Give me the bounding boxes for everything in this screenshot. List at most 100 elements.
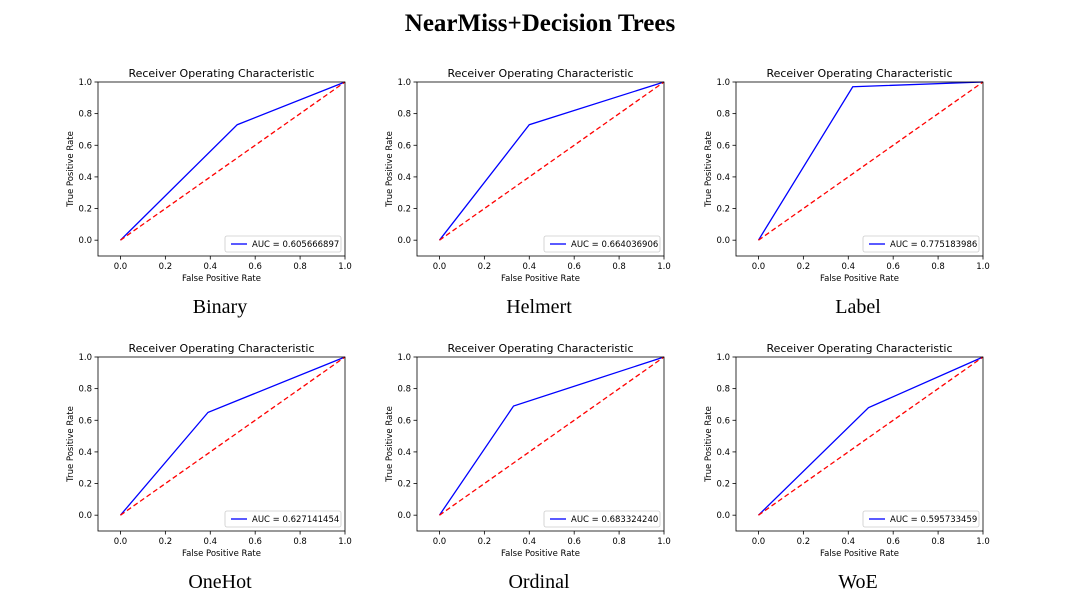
y-axis-label: True Positive Rate — [66, 406, 76, 483]
y-tick-label: 0.0 — [397, 511, 411, 521]
legend: AUC = 0.605666897 — [224, 235, 342, 253]
y-tick-label: 1.0 — [716, 78, 730, 88]
x-tick-label: 1.0 — [338, 262, 352, 272]
x-tick-label: 0.0 — [433, 537, 447, 547]
chart-caption: WoE — [838, 571, 878, 593]
x-axis-label: False Positive Rate — [820, 549, 899, 559]
chance-diagonal-line — [758, 356, 984, 516]
y-tick-label: 0.0 — [716, 511, 730, 521]
roc-chart-binary: Receiver Operating Characteristic 0.0 0.2 0… — [66, 67, 352, 284]
x-tick-label: 0.6 — [567, 537, 581, 547]
x-tick-label: 0.6 — [886, 537, 900, 547]
chance-diagonal-line — [120, 356, 346, 516]
y-tick-label: 0.4 — [78, 448, 92, 458]
y-tick-label: 0.6 — [397, 416, 411, 426]
roc-panel-helmert: Receiver Operating Characteristic 0.0 0.2 0… — [379, 64, 699, 324]
x-tick-label: 0.4 — [204, 262, 218, 272]
roc-chart-helmert: Receiver Operating Characteristic 0.0 0.2 0… — [385, 67, 671, 284]
legend-label: AUC = 0.595733459 — [890, 515, 977, 525]
roc-chart-onehot: Receiver Operating Characteristic 0.0 0.2 0… — [66, 342, 352, 559]
x-tick-label: 1.0 — [657, 537, 671, 547]
y-tick-label: 1.0 — [78, 353, 92, 363]
legend: AUC = 0.683324240 — [543, 510, 661, 528]
legend-box — [543, 510, 661, 528]
legend-label: AUC = 0.683324240 — [571, 515, 658, 525]
chance-diagonal-line — [120, 81, 346, 241]
chart-title: Receiver Operating Characteristic — [447, 67, 633, 80]
chart-caption: Ordinal — [508, 571, 570, 593]
roc-panel-ordinal: Receiver Operating Characteristic 0.0 0.2 0… — [379, 339, 699, 599]
x-tick-label: 0.4 — [523, 537, 537, 547]
y-tick-label: 0.0 — [716, 236, 730, 246]
roc-chart-ordinal: Receiver Operating Characteristic 0.0 0.2 0… — [385, 342, 671, 559]
y-tick-label: 1.0 — [78, 78, 92, 88]
chart-title: Receiver Operating Characteristic — [447, 342, 633, 355]
plot-frame — [416, 81, 665, 257]
x-tick-label: 1.0 — [657, 262, 671, 272]
legend-box — [862, 235, 980, 253]
x-axis-label: False Positive Rate — [182, 549, 261, 559]
y-tick-label: 0.2 — [397, 205, 411, 215]
y-tick-label: 0.2 — [716, 205, 730, 215]
roc-panel-onehot: Receiver Operating Characteristic 0.0 0.2 0… — [60, 339, 380, 599]
roc-curve-line — [119, 356, 346, 516]
y-axis-label: True Positive Rate — [704, 406, 714, 483]
y-tick-label: 0.4 — [78, 173, 92, 183]
y-tick-label: 0.8 — [78, 110, 92, 120]
chart-title: Receiver Operating Characteristic — [766, 342, 952, 355]
y-tick-label: 1.0 — [716, 353, 730, 363]
chart-caption: OneHot — [188, 571, 252, 593]
roc-chart-label: Receiver Operating Characteristic 0.0 0.2 0… — [704, 67, 990, 284]
x-tick-label: 0.6 — [567, 262, 581, 272]
roc-curve-line — [757, 356, 984, 516]
legend-box — [224, 510, 342, 528]
x-tick-label: 1.0 — [338, 537, 352, 547]
legend-box — [543, 235, 661, 253]
legend-label: AUC = 0.664036906 — [571, 240, 658, 250]
y-axis-label: True Positive Rate — [704, 131, 714, 208]
y-tick-label: 0.0 — [397, 236, 411, 246]
y-tick-label: 0.8 — [716, 385, 730, 395]
x-tick-label: 0.0 — [752, 262, 766, 272]
x-tick-label: 0.8 — [293, 262, 307, 272]
x-tick-label: 1.0 — [976, 262, 990, 272]
y-tick-label: 0.4 — [716, 173, 730, 183]
y-tick-label: 0.8 — [397, 385, 411, 395]
x-tick-label: 0.6 — [248, 262, 262, 272]
x-tick-label: 0.4 — [842, 262, 856, 272]
y-tick-label: 0.2 — [397, 480, 411, 490]
y-tick-label: 1.0 — [397, 353, 411, 363]
chart-title: Receiver Operating Characteristic — [128, 342, 314, 355]
roc-curve-line — [757, 81, 984, 241]
legend-box — [862, 510, 980, 528]
roc-chart-woe: Receiver Operating Characteristic 0.0 0.2 0… — [704, 342, 990, 559]
plot-frame — [735, 81, 984, 257]
y-tick-label: 0.6 — [397, 141, 411, 151]
chance-diagonal-line — [439, 356, 665, 516]
y-tick-label: 0.2 — [716, 480, 730, 490]
chance-diagonal-line — [439, 81, 665, 241]
chart-caption: Label — [835, 296, 881, 318]
x-axis-label: False Positive Rate — [501, 274, 580, 284]
x-tick-label: 0.2 — [159, 537, 173, 547]
x-tick-label: 0.2 — [478, 262, 492, 272]
y-tick-label: 0.2 — [78, 205, 92, 215]
chart-caption: Binary — [192, 296, 248, 318]
y-axis-label: True Positive Rate — [385, 406, 395, 483]
y-tick-label: 0.8 — [716, 110, 730, 120]
y-tick-label: 0.6 — [78, 141, 92, 151]
x-tick-label: 0.0 — [433, 262, 447, 272]
x-tick-label: 0.8 — [612, 262, 626, 272]
x-tick-label: 0.0 — [114, 537, 128, 547]
x-axis-label: False Positive Rate — [501, 549, 580, 559]
y-tick-label: 0.0 — [78, 511, 92, 521]
page-title: NearMiss+Decision Trees — [404, 10, 676, 37]
legend: AUC = 0.664036906 — [543, 235, 661, 253]
x-axis-label: False Positive Rate — [820, 274, 899, 284]
roc-curve-line — [119, 81, 346, 241]
y-tick-label: 0.6 — [78, 416, 92, 426]
x-tick-label: 0.2 — [797, 262, 811, 272]
y-tick-label: 1.0 — [397, 78, 411, 88]
roc-panel-label: Receiver Operating Characteristic 0.0 0.2 0… — [698, 64, 1018, 324]
legend-label: AUC = 0.627141454 — [252, 515, 339, 525]
